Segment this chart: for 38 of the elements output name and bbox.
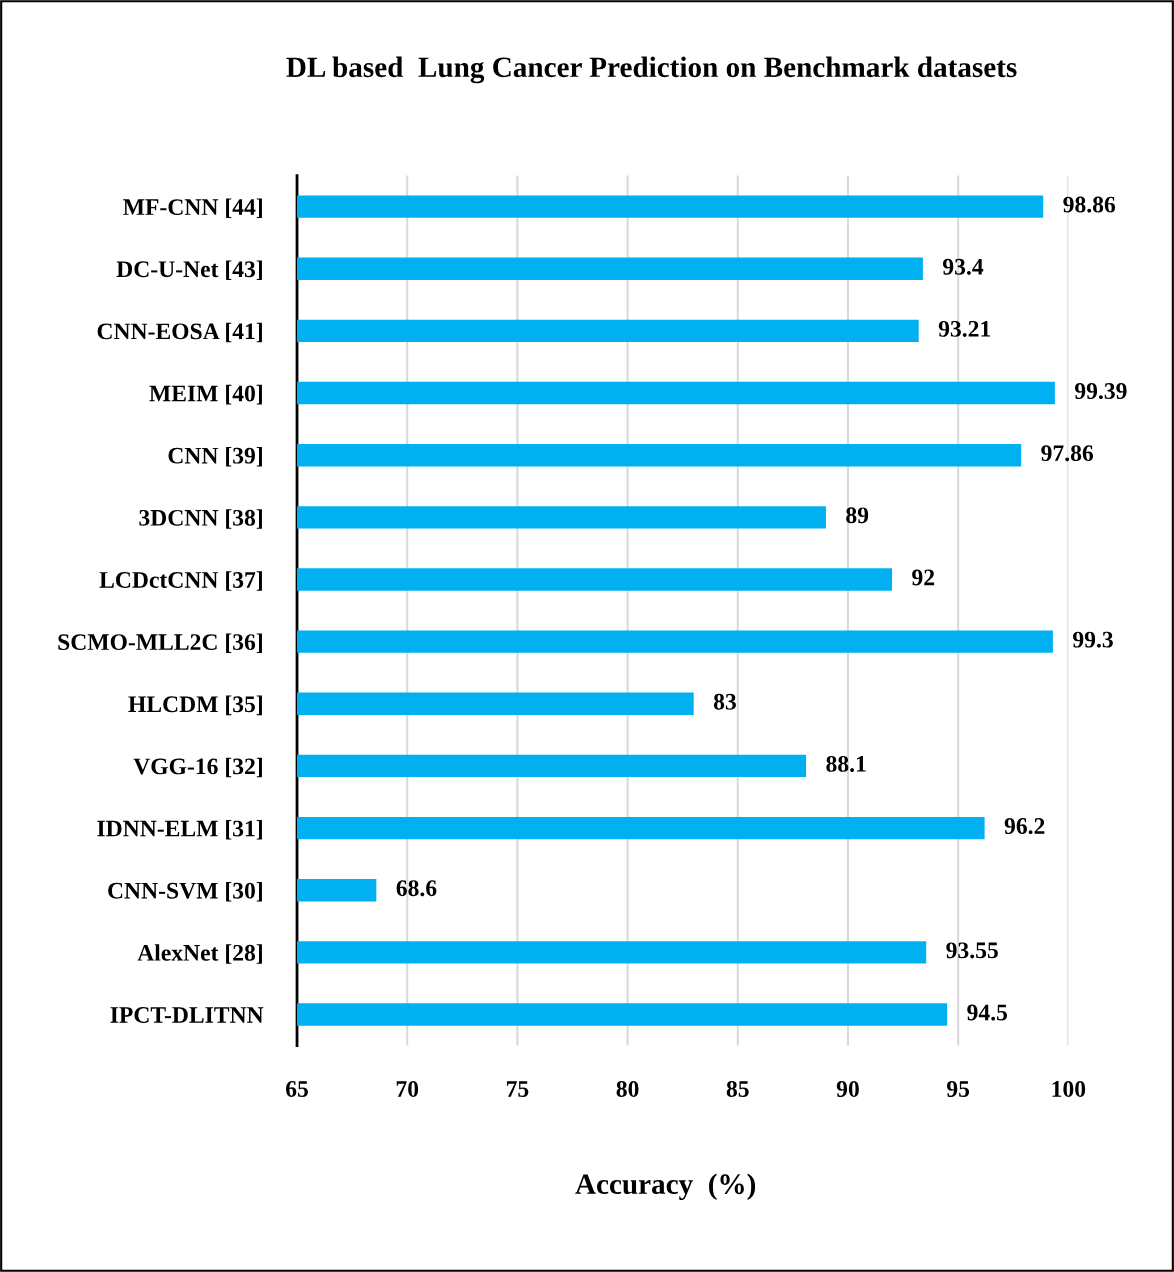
data-label: 92 [912,569,935,586]
data-label: 88.1 [826,755,866,772]
y-tick-label: LCDctCNN [37] [99,571,262,591]
y-tick-label: DC-U-Net [43] [116,260,262,281]
y-tick-label: 3DCNN [38] [139,509,262,529]
y-tick-label: IPCT-DLITNN [110,1007,264,1023]
y-tick-label: IDNN-ELM [31] [97,819,262,840]
data-label: 97.86 [1041,445,1094,462]
y-tick-label: CNN-SVM [30] [108,882,262,902]
data-label: 94.5 [967,1004,1008,1021]
data-label: 96.2 [1004,818,1045,835]
chart-title: DL based Lung Cancer Prediction on Benchmark datasets [286,56,1017,84]
x-tick-label: 70 [396,1080,419,1097]
y-tick-label: SCMO-MLL2C [36] [58,633,262,653]
y-tick-label: HLCDM [35] [128,695,262,716]
x-axis-title: Accuracy (%) [575,1173,756,1201]
x-tick-label: 95 [946,1081,970,1097]
x-tick-label: 80 [616,1080,639,1097]
data-label: 68.6 [396,880,437,897]
data-label: 93.4 [942,258,984,275]
y-tick-label: AlexNet [28] [137,944,262,964]
data-label: 98.86 [1063,196,1116,213]
y-tick-label: VGG-16 [32] [133,757,262,778]
data-label: 89 [846,507,869,524]
x-tick-label: 85 [726,1080,749,1097]
x-tick-label: 75 [506,1081,529,1097]
data-label: 83 [713,693,736,710]
y-tick-label: MF-CNN [44] [123,198,262,218]
y-tick-label: CNN [39] [168,447,262,467]
x-tick-label: 100 [1052,1080,1086,1097]
y-tick-label: MEIM [40] [149,384,262,405]
data-label: 99.39 [1074,383,1127,400]
data-label: 93.21 [938,320,991,337]
data-label: 93.55 [946,942,998,959]
x-tick-label: 65 [286,1081,308,1097]
y-tick-label: CNN-EOSA [41] [97,322,262,343]
data-label: 99.3 [1073,631,1113,648]
x-tick-label: 90 [836,1080,859,1097]
